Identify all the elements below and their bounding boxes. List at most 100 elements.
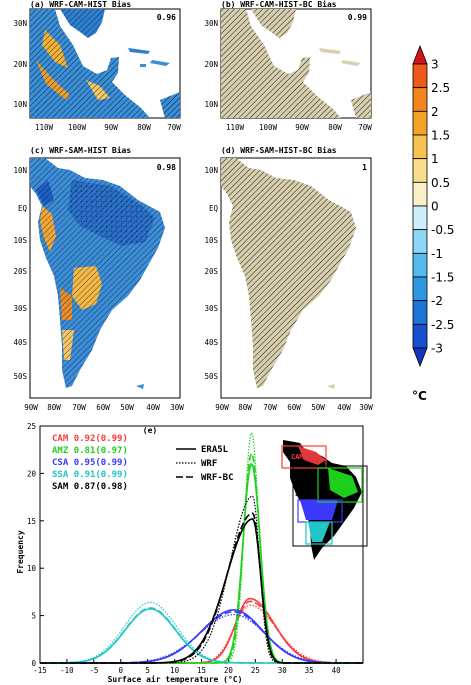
map-xtick: 60W xyxy=(96,403,110,412)
chart-xtick-label: 20 xyxy=(224,666,234,675)
colorbar-tick-label: 1 xyxy=(431,152,439,166)
map-panel-b: (b) WRF-CAM-HIST-BC Bias 0.99 30N 20N 10… xyxy=(204,0,372,132)
chart-xtick-label: 0 xyxy=(118,666,123,675)
legend-corr: 0.81 xyxy=(74,446,96,456)
chart-ytick-label: 5 xyxy=(31,612,36,621)
chart-ytick-label: 25 xyxy=(27,422,36,431)
legend-entry: SSA 0.91(0.99) xyxy=(52,470,128,480)
map-title-b: (b) WRF-CAM-HIST-BC Bias xyxy=(221,0,337,9)
map-ytick: 20S xyxy=(204,267,218,276)
map-ytick: 10N xyxy=(204,166,218,175)
colorbar-band xyxy=(412,181,428,207)
style-legend-label: WRF xyxy=(201,459,217,469)
chart-xlabel: Surface air temperature (°C) xyxy=(108,674,243,684)
legend-entry: AMZ 0.81(0.97) xyxy=(52,446,128,456)
map-xtick: 90W xyxy=(104,123,118,132)
map-xticks-b: 110W 100W 90W 80W 70W xyxy=(226,123,372,132)
map-xtick: 90W xyxy=(215,403,229,412)
colorbar-tick-label: 0 xyxy=(431,200,439,214)
chart-xtick-label: 30 xyxy=(278,666,288,675)
map-ytick: EQ xyxy=(209,204,219,213)
chart-ytick-label: 0 xyxy=(31,659,36,668)
colorbar-tick-label: 3 xyxy=(431,58,439,72)
legend-corr: 0.92 xyxy=(74,434,96,444)
colorbar-unit: °C xyxy=(412,389,427,403)
map-xtick: 100W xyxy=(68,123,87,132)
map-ytick: 10S xyxy=(204,236,218,245)
legend-series-name: CSA xyxy=(52,458,74,468)
legend-corr-bc: (0.97) xyxy=(95,446,128,456)
legend-corr-bc: (0.99) xyxy=(95,470,128,480)
inset-box-ssa xyxy=(305,521,333,545)
colorbar: 3 2.5 2 1.5 1 0.5 0 -0.5 -1 -1.5 -2 -2.5 -3 xyxy=(412,44,454,368)
map-ytick: 10N xyxy=(13,100,27,109)
map-corr-b: 0.99 xyxy=(348,13,367,22)
map-xtick: 80W xyxy=(137,123,151,132)
colorbar-cap-bottom xyxy=(412,347,428,368)
curve-ssa-wrf-bc xyxy=(39,607,363,664)
legend-corr-bc: (0.98) xyxy=(95,482,128,492)
chart-xtick-label: -15 xyxy=(33,666,47,675)
map-xtick: 70W xyxy=(263,403,277,412)
curve-sam-wrf xyxy=(40,495,363,664)
colorbar-tick-label: -1.5 xyxy=(431,271,454,285)
map-xtick: 70W xyxy=(358,123,372,132)
chart-xtick-label: 15 xyxy=(197,666,206,675)
chart-ytick-label: 10 xyxy=(27,564,37,573)
colorbar-band xyxy=(412,252,428,278)
colorbar-band xyxy=(412,300,428,325)
inset-box-sam xyxy=(292,465,368,547)
map-ytick: 30N xyxy=(204,19,218,28)
map-land-b xyxy=(221,9,371,118)
colorbar-tick-label: 1.5 xyxy=(431,129,450,143)
map-title-c: (c) WRF-SAM-HIST Bias xyxy=(30,145,131,155)
colorbar-band xyxy=(412,323,428,349)
legend-series-name: CAM xyxy=(52,434,74,444)
chart-xtick-label: 40 xyxy=(332,666,342,675)
map-panel-a: (a) WRF-CAM-HIST Bias 0.96 30N 20N 10N 1… xyxy=(13,0,181,132)
map-xtick: 50W xyxy=(120,403,134,412)
map-land-c xyxy=(30,158,165,389)
chart-ylabel: Frequency xyxy=(16,530,25,574)
map-yticks-d: 10N EQ 10S 20S 30S 40S 50S xyxy=(204,166,218,381)
map-corr-c: 0.98 xyxy=(157,163,176,172)
chart-style-legend: ERA5L WRF WRF-BC xyxy=(176,445,234,483)
legend-corr: 0.95 xyxy=(74,458,96,468)
chart-ytick-label: 20 xyxy=(27,469,37,478)
colorbar-tick-label: 0.5 xyxy=(431,176,450,190)
colorbar-tick-label: -2.5 xyxy=(431,318,454,332)
colorbar-tick-label: 2 xyxy=(431,105,439,119)
map-ytick: 20N xyxy=(204,60,218,69)
map-ytick: 50S xyxy=(204,372,218,381)
inset-label: CAM xyxy=(291,453,304,461)
map-ytick: 40S xyxy=(13,338,27,347)
map-ytick: 30S xyxy=(204,304,218,313)
map-corr-a: 0.96 xyxy=(157,13,176,22)
map-ytick: 40S xyxy=(204,338,218,347)
map-ytick: 50S xyxy=(13,372,27,381)
legend-corr-bc: (0.99) xyxy=(95,434,128,444)
colorbar-tick-label: -0.5 xyxy=(431,223,454,237)
map-xtick: 110W xyxy=(226,123,245,132)
inset-box-amz xyxy=(317,467,363,503)
legend-series-name: SAM xyxy=(52,482,74,492)
curve-ssa-era5l xyxy=(39,608,363,664)
map-land-d xyxy=(221,158,356,389)
chart-xtick-label: -5 xyxy=(89,666,98,675)
inset-label: AMZ xyxy=(336,478,349,486)
style-legend-label: ERA5L xyxy=(201,445,229,455)
map-xtick: 90W xyxy=(24,403,38,412)
map-xtick: 70W xyxy=(167,123,181,132)
chart-xtick-label: 10 xyxy=(170,666,180,675)
map-xtick: 50W xyxy=(311,403,325,412)
chart-xtick-label: 5 xyxy=(145,666,150,675)
map-ytick: EQ xyxy=(18,204,28,213)
legend-entry: CAM 0.92(0.99) xyxy=(52,434,128,444)
chart-curves xyxy=(39,431,363,664)
map-xtick: 100W xyxy=(259,123,278,132)
map-yticks-c: 10N EQ 10S 20S 30S 40S 50S xyxy=(13,166,27,381)
colorbar-band xyxy=(412,205,428,231)
curve-sam-wrf-bc xyxy=(40,512,363,664)
map-ytick: 20N xyxy=(13,60,27,69)
